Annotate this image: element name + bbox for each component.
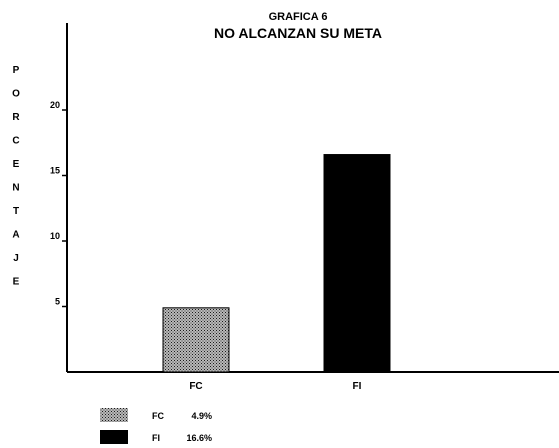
y-tick-label: 5 xyxy=(55,297,60,307)
legend-value: 4.9% xyxy=(191,411,212,421)
y-tick-label: 20 xyxy=(50,100,60,110)
y-axis-label-letter: O xyxy=(12,89,20,100)
y-tick-label: 10 xyxy=(50,231,60,241)
y-axis-label-letter: A xyxy=(12,230,19,241)
y-axis-label-letter: P xyxy=(13,65,20,76)
y-axis-label-letter: N xyxy=(12,183,19,194)
y-tick-label: 15 xyxy=(50,166,60,176)
legend-label: FC xyxy=(152,411,164,421)
bar-fc xyxy=(162,307,230,373)
x-axis-ticks: FC FI xyxy=(189,381,361,392)
bar-fi xyxy=(323,154,391,373)
y-axis-ticks: 5 10 15 20 xyxy=(50,100,67,308)
bars xyxy=(162,154,391,373)
y-axis-label-letter: R xyxy=(12,112,20,123)
x-tick-label: FC xyxy=(189,381,202,392)
chart-subtitle: NO ALCANZAN SU META xyxy=(214,25,382,41)
y-axis-label: P O R C E N T A J E xyxy=(12,65,20,288)
y-axis-label-letter: C xyxy=(12,136,19,147)
legend-swatch-fi xyxy=(100,430,128,444)
y-axis-label-letter: E xyxy=(13,277,20,288)
x-tick-label: FI xyxy=(353,381,362,392)
y-axis-label-letter: T xyxy=(13,206,19,217)
y-axis-label-letter: J xyxy=(13,253,19,264)
y-axis-label-letter: E xyxy=(13,159,20,170)
legend-value: 16.6% xyxy=(186,433,212,443)
legend-label: FI xyxy=(152,433,160,443)
legend: FC 4.9% FI 16.6% xyxy=(100,408,212,444)
chart-title: GRAFICA 6 xyxy=(269,11,328,23)
legend-swatch-fc xyxy=(100,408,128,422)
